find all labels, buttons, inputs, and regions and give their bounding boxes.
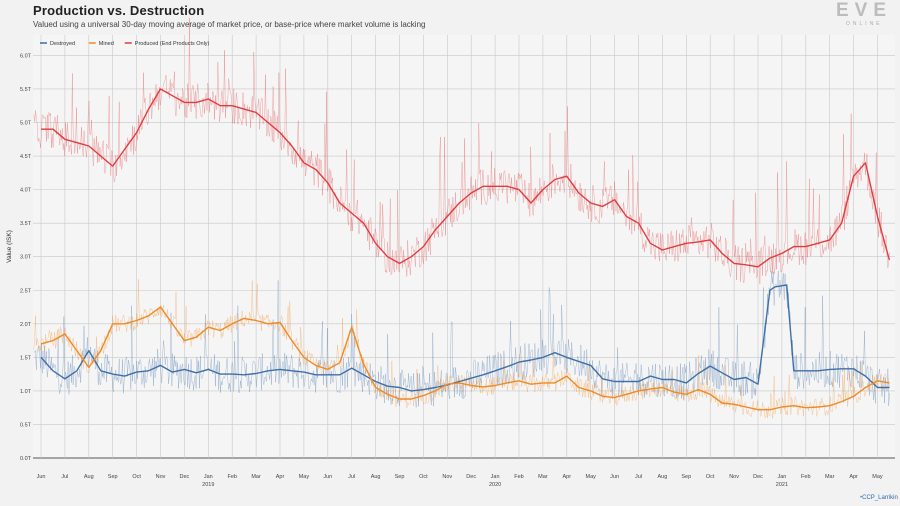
series-raw-destroyed xyxy=(33,270,890,408)
x-tick-label: Sep xyxy=(681,474,691,480)
series-raw-produced xyxy=(33,18,890,284)
series-line-produced xyxy=(41,88,891,268)
y-tick-label: 2.0T xyxy=(20,322,32,328)
x-tick-label: Apr xyxy=(276,474,285,480)
x-year-label: 2019 xyxy=(202,482,214,488)
chart-subtitle: Valued using a universal 30-day moving a… xyxy=(33,20,426,29)
x-tick-label: Dec xyxy=(180,474,190,480)
x-tick-label: Nov xyxy=(729,474,739,480)
x-tick-label: May xyxy=(872,474,883,480)
y-tick-label: 4.5T xyxy=(20,154,32,160)
x-tick-label: Feb xyxy=(227,474,236,480)
twitter-bird-icon: • xyxy=(860,495,863,501)
x-tick-label: Jul xyxy=(348,474,355,480)
legend[interactable]: Destroyed Mined Produced (End Products Onl… xyxy=(40,41,210,47)
x-tick-label: Oct xyxy=(419,474,428,480)
y-axis-label: Value (ISK) xyxy=(6,230,13,263)
author-credit[interactable]: •CCP_Larrikin xyxy=(860,495,898,501)
series-raw-mined xyxy=(33,279,890,419)
series-line-mined xyxy=(40,306,890,411)
axes: 0.0T 0.5T 1.0T 1.5T 2.0T 2.5T 3.0T 3.5T 4.0T 4.5T… xyxy=(6,53,883,488)
chart-title: Production vs. Destruction xyxy=(33,3,205,18)
plot-area xyxy=(33,35,895,458)
y-tick-label: 1.5T xyxy=(20,355,32,361)
daily-noise-layer xyxy=(33,18,890,419)
logo-main-text: EVE xyxy=(836,0,893,21)
x-tick-label: May xyxy=(586,474,597,480)
x-tick-label: Mar xyxy=(538,474,548,480)
x-tick-label: Sep xyxy=(395,474,405,480)
author-credit-text: CCP_Larrikin xyxy=(862,495,898,501)
x-tick-label: Dec xyxy=(466,474,476,480)
legend-entry[interactable]: Produced (End Products Only) xyxy=(135,41,210,47)
x-year-label: 2021 xyxy=(776,482,788,488)
x-tick-label: Nov xyxy=(156,474,166,480)
x-tick-label: Mar xyxy=(251,474,261,480)
y-tick-label: 5.5T xyxy=(20,87,32,93)
x-tick-label: Aug xyxy=(371,474,381,480)
x-tick-label: Oct xyxy=(132,474,141,480)
x-tick-label: Mar xyxy=(825,474,835,480)
grid-lines xyxy=(33,35,895,459)
x-tick-label: Jul xyxy=(61,474,68,480)
series-lines xyxy=(40,88,891,411)
logo-sub-text: ONLINE xyxy=(846,21,883,27)
x-year-label: 2020 xyxy=(489,482,501,488)
y-tick-label: 0.5T xyxy=(20,422,32,428)
legend-entry[interactable]: Destroyed xyxy=(50,41,75,47)
x-tick-label: Jan xyxy=(204,474,213,480)
x-tick-label: Jan xyxy=(491,474,500,480)
y-tick-label: 6.0T xyxy=(20,53,32,59)
x-tick-label: Jun xyxy=(323,474,332,480)
y-tick-label: 4.0T xyxy=(20,188,32,194)
x-tick-label: Sep xyxy=(108,474,118,480)
x-tick-label: Jun xyxy=(610,474,619,480)
series-line-destroyed xyxy=(40,284,890,392)
x-tick-label: Oct xyxy=(706,474,715,480)
y-tick-label: 5.0T xyxy=(20,121,32,127)
x-tick-label: Apr xyxy=(563,474,572,480)
x-tick-label: May xyxy=(299,474,310,480)
x-tick-label: Feb xyxy=(801,474,810,480)
x-tick-label: Aug xyxy=(84,474,94,480)
x-tick-label: Nov xyxy=(442,474,452,480)
y-tick-label: 3.0T xyxy=(20,255,32,261)
x-tick-label: Jan xyxy=(777,474,786,480)
x-tick-label: Dec xyxy=(753,474,763,480)
y-tick-label: 3.5T xyxy=(20,221,32,227)
x-tick-label: Jul xyxy=(635,474,642,480)
x-tick-label: Apr xyxy=(849,474,858,480)
legend-entry[interactable]: Mined xyxy=(99,41,114,47)
x-tick-label: Jun xyxy=(37,474,46,480)
y-tick-label: 2.5T xyxy=(20,288,32,294)
y-tick-label: 1.0T xyxy=(20,389,32,395)
y-tick-label: 0.0T xyxy=(20,456,32,462)
x-tick-label: Aug xyxy=(658,474,668,480)
x-tick-label: Feb xyxy=(514,474,523,480)
